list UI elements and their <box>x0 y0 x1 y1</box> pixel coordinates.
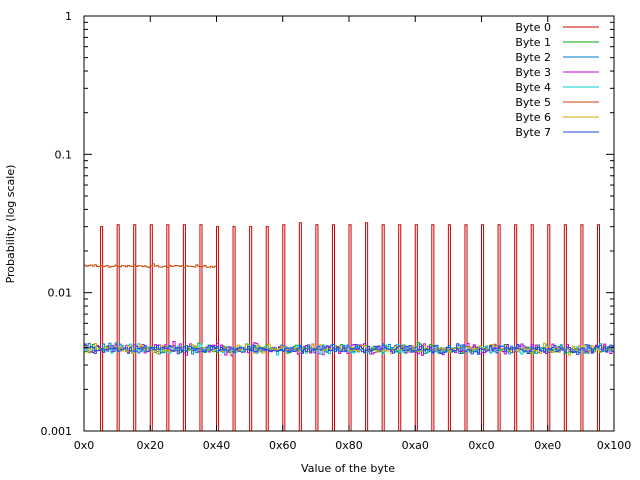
y-axis-label: Probability (log scale) <box>4 165 17 284</box>
legend-label: Byte 7 <box>515 126 551 139</box>
x-tick-label: 0xe0 <box>534 439 561 452</box>
x-axis-label: Value of the byte <box>301 462 395 475</box>
legend-label: Byte 6 <box>515 111 551 124</box>
x-tick-label: 0xc0 <box>468 439 494 452</box>
axes-layer: 0x0 0x20 0x40 0x60 0x80 0xa0 0xc0 0xe0 0x100 1 0.1… <box>41 10 632 452</box>
y-tick-label: 0.001 <box>41 425 73 438</box>
x-tick-label: 0xa0 <box>402 439 429 452</box>
x-tick-label: 0x0 <box>74 439 95 452</box>
y-tick-label: 1 <box>65 10 72 23</box>
y-tick-label: 0.01 <box>48 287 73 300</box>
x-tick-label: 0x40 <box>203 439 231 452</box>
x-tick-label: 0x20 <box>136 439 164 452</box>
legend-label: Byte 5 <box>515 96 551 109</box>
series-line-byte-7 <box>84 343 614 355</box>
legend: Byte 0 Byte 1 Byte 2 Byte 3 Byte 4 Byte 5 Byte… <box>515 21 599 139</box>
x-tick-label: 0x60 <box>269 439 297 452</box>
legend-label: Byte 0 <box>515 21 551 34</box>
legend-label: Byte 4 <box>515 81 551 94</box>
legend-label: Byte 3 <box>515 66 551 79</box>
legend-label: Byte 2 <box>515 51 551 64</box>
series-line-byte-5 <box>84 263 217 269</box>
y-tick-label: 0.1 <box>55 148 73 161</box>
x-tick-label: 0x80 <box>335 439 363 452</box>
legend-label: Byte 1 <box>515 36 551 49</box>
x-tick-label: 0x100 <box>597 439 632 452</box>
